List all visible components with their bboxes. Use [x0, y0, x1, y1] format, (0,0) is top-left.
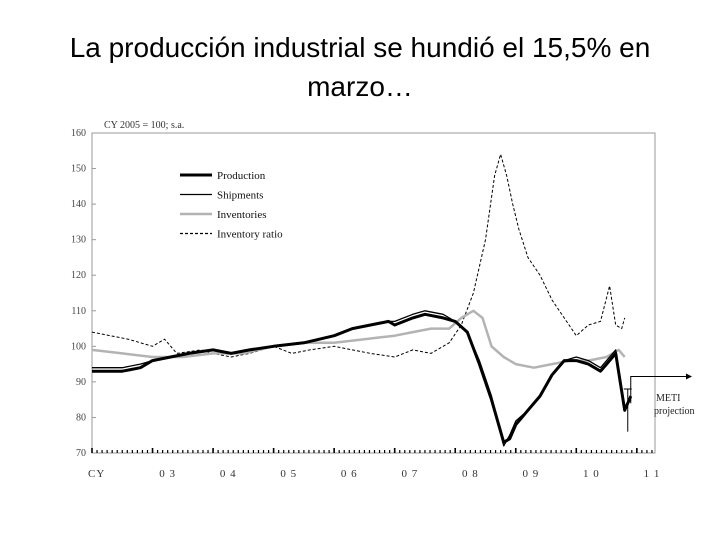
x-tick-label: 0 4 [220, 468, 237, 480]
x-tick-label: 0 6 [341, 468, 358, 480]
slide-title: La producción industrial se hundió el 15… [69, 32, 651, 102]
annotation-line-2: projection [654, 406, 695, 417]
chart-axes: 70 80 90 100 110 120 130 140 150 160 CY 0 3 0 4 0 5 0 … [71, 128, 661, 480]
x-axis-prefix: CY [88, 468, 105, 480]
legend-label: Inventory ratio [217, 229, 283, 241]
y-tick-label: 100 [71, 341, 86, 352]
unit-note: CY 2005 = 100; s.a. [104, 120, 184, 131]
meti-projection-annotation: METI projection [623, 373, 695, 432]
x-tick-label: 0 9 [523, 468, 540, 480]
y-tick-label: 160 [71, 128, 86, 139]
x-tick-label: 1 1 [644, 468, 661, 480]
series-layer [91, 153, 633, 447]
x-tick-label: 1 0 [583, 468, 600, 480]
projection-arrow-line [630, 376, 686, 404]
x-tick-label: 0 8 [462, 468, 479, 480]
x-tick-label: 0 3 [159, 468, 176, 480]
x-tick-label: 0 7 [401, 468, 418, 480]
y-tick-label: 140 [71, 199, 86, 210]
series-line-inventory-ratio [91, 153, 626, 358]
x-tick-label: 0 5 [280, 468, 297, 480]
legend-label: Shipments [217, 190, 263, 202]
projection-arrow-head [686, 373, 692, 380]
series-line-inventories [91, 309, 626, 369]
y-tick-label: 90 [76, 377, 86, 388]
y-tick-label: 70 [76, 448, 86, 459]
y-tick-label: 80 [76, 412, 86, 423]
annotation-line-1: METI [656, 393, 680, 404]
legend: Production Shipments Inventories Inventory … [180, 170, 283, 241]
legend-label: Inventories [217, 209, 266, 221]
series-line-production [92, 312, 633, 444]
legend-label: Production [217, 170, 266, 182]
plot-frame [91, 132, 656, 454]
y-tick-label: 130 [71, 235, 86, 246]
y-tick-label: 110 [71, 306, 86, 317]
y-tick-label: 150 [71, 164, 86, 175]
y-tick-label: 120 [71, 270, 86, 281]
